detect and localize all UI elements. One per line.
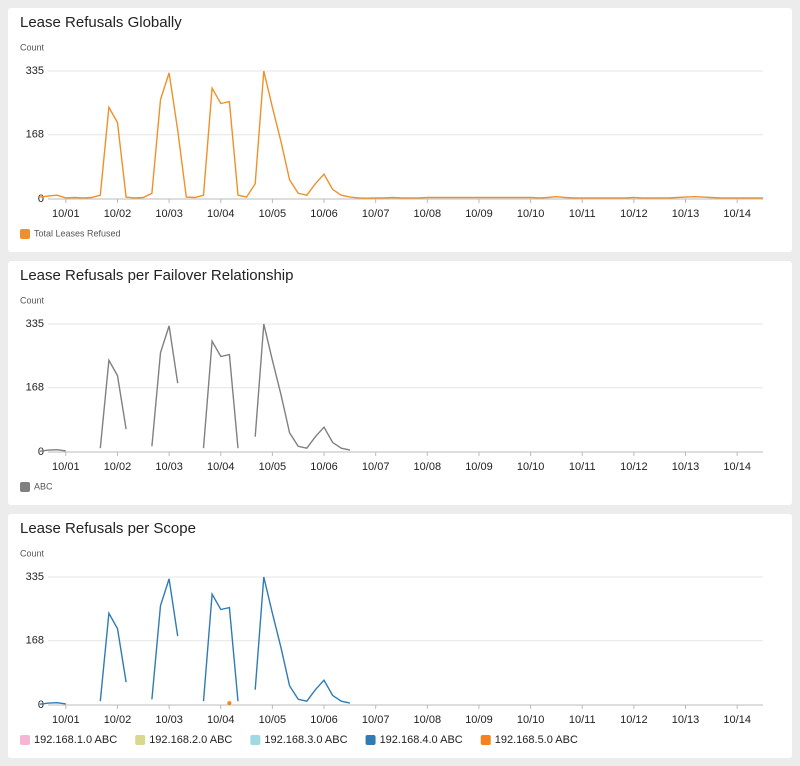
x-tick-label: 10/05 [259, 461, 287, 473]
x-tick-label: 10/07 [362, 208, 390, 220]
x-tick-label: 10/08 [414, 208, 442, 220]
chart-title: Lease Refusals per Scope [20, 520, 196, 537]
legend-swatch [250, 735, 261, 745]
x-tick-label: 10/12 [620, 208, 648, 220]
series-line [39, 323, 351, 452]
x-tick-label: 10/12 [620, 461, 648, 473]
data-point [227, 701, 232, 706]
x-tick-label: 10/11 [569, 208, 596, 220]
legend-swatch [480, 735, 491, 745]
x-tick-label: 10/05 [259, 208, 287, 220]
x-tick-label: 10/03 [155, 208, 183, 220]
legend-swatch [20, 229, 30, 239]
x-tick-label: 10/12 [620, 714, 648, 726]
x-tick-label: 10/10 [517, 461, 545, 473]
y-axis-label: Count [20, 295, 45, 305]
y-tick-label: 168 [26, 635, 44, 647]
x-tick-label: 10/03 [155, 461, 183, 473]
x-tick-label: 10/01 [52, 208, 80, 220]
x-tick-label: 10/11 [569, 714, 596, 726]
chart-title: Lease Refusals Globally [20, 14, 182, 31]
x-tick-label: 10/09 [465, 208, 493, 220]
legend-label: 192.168.1.0 ABC [34, 734, 117, 746]
panel: Lease Refusals per Scope Count 0 168 335 10/0… [8, 514, 792, 758]
x-tick-label: 10/14 [723, 461, 751, 473]
series-line [39, 70, 763, 199]
x-tick-label: 10/13 [672, 461, 700, 473]
x-tick-label: 10/09 [465, 461, 493, 473]
x-tick-label: 10/02 [104, 208, 132, 220]
y-tick-label: 335 [26, 65, 44, 77]
x-tick-label: 10/01 [52, 714, 80, 726]
legend-label: 192.168.5.0 ABC [495, 734, 578, 746]
legend-label: 192.168.2.0 ABC [149, 734, 232, 746]
series-line [39, 576, 351, 705]
y-tick-label: 335 [26, 571, 44, 583]
y-tick-label: 0 [38, 193, 44, 205]
y-tick-label: 0 [38, 699, 44, 711]
x-tick-label: 10/02 [104, 714, 132, 726]
legend-label: ABC [34, 481, 53, 491]
legend-swatch [135, 735, 146, 745]
x-tick-label: 10/02 [104, 461, 132, 473]
x-tick-label: 10/07 [362, 714, 390, 726]
x-tick-label: 10/08 [414, 714, 442, 726]
x-tick-label: 10/01 [52, 461, 80, 473]
legend-swatch [20, 482, 30, 492]
y-tick-label: 168 [26, 129, 44, 141]
x-tick-label: 10/03 [155, 714, 183, 726]
x-tick-label: 10/05 [259, 714, 287, 726]
x-tick-label: 10/04 [207, 208, 235, 220]
x-tick-label: 10/08 [414, 461, 442, 473]
y-axis-label: Count [20, 548, 45, 558]
legend-swatch [365, 735, 376, 745]
x-tick-label: 10/13 [672, 714, 700, 726]
y-tick-label: 168 [26, 382, 44, 394]
y-tick-label: 335 [26, 318, 44, 330]
x-tick-label: 10/14 [723, 208, 751, 220]
x-tick-label: 10/04 [207, 461, 235, 473]
legend-swatch [20, 735, 30, 745]
chart-title: Lease Refusals per Failover Relationship [20, 267, 293, 284]
legend-label: Total Leases Refused [34, 228, 121, 238]
legend-label: 192.168.4.0 ABC [380, 734, 463, 746]
x-tick-label: 10/06 [310, 714, 338, 726]
x-tick-label: 10/06 [310, 461, 338, 473]
y-tick-label: 0 [38, 446, 44, 458]
x-tick-label: 10/13 [672, 208, 700, 220]
y-axis-label: Count [20, 42, 45, 52]
panel: Lease Refusals Globally Count 0 168 335 10/01… [8, 8, 792, 252]
x-tick-label: 10/04 [207, 714, 235, 726]
legend-label: 192.168.3.0 ABC [264, 734, 347, 746]
x-tick-label: 10/10 [517, 208, 545, 220]
panel: Lease Refusals per Failover Relationship… [8, 261, 792, 505]
x-tick-label: 10/10 [517, 714, 545, 726]
x-tick-label: 10/09 [465, 714, 493, 726]
x-tick-label: 10/06 [310, 208, 338, 220]
x-tick-label: 10/07 [362, 461, 390, 473]
x-tick-label: 10/11 [569, 461, 596, 473]
x-tick-label: 10/14 [723, 714, 751, 726]
